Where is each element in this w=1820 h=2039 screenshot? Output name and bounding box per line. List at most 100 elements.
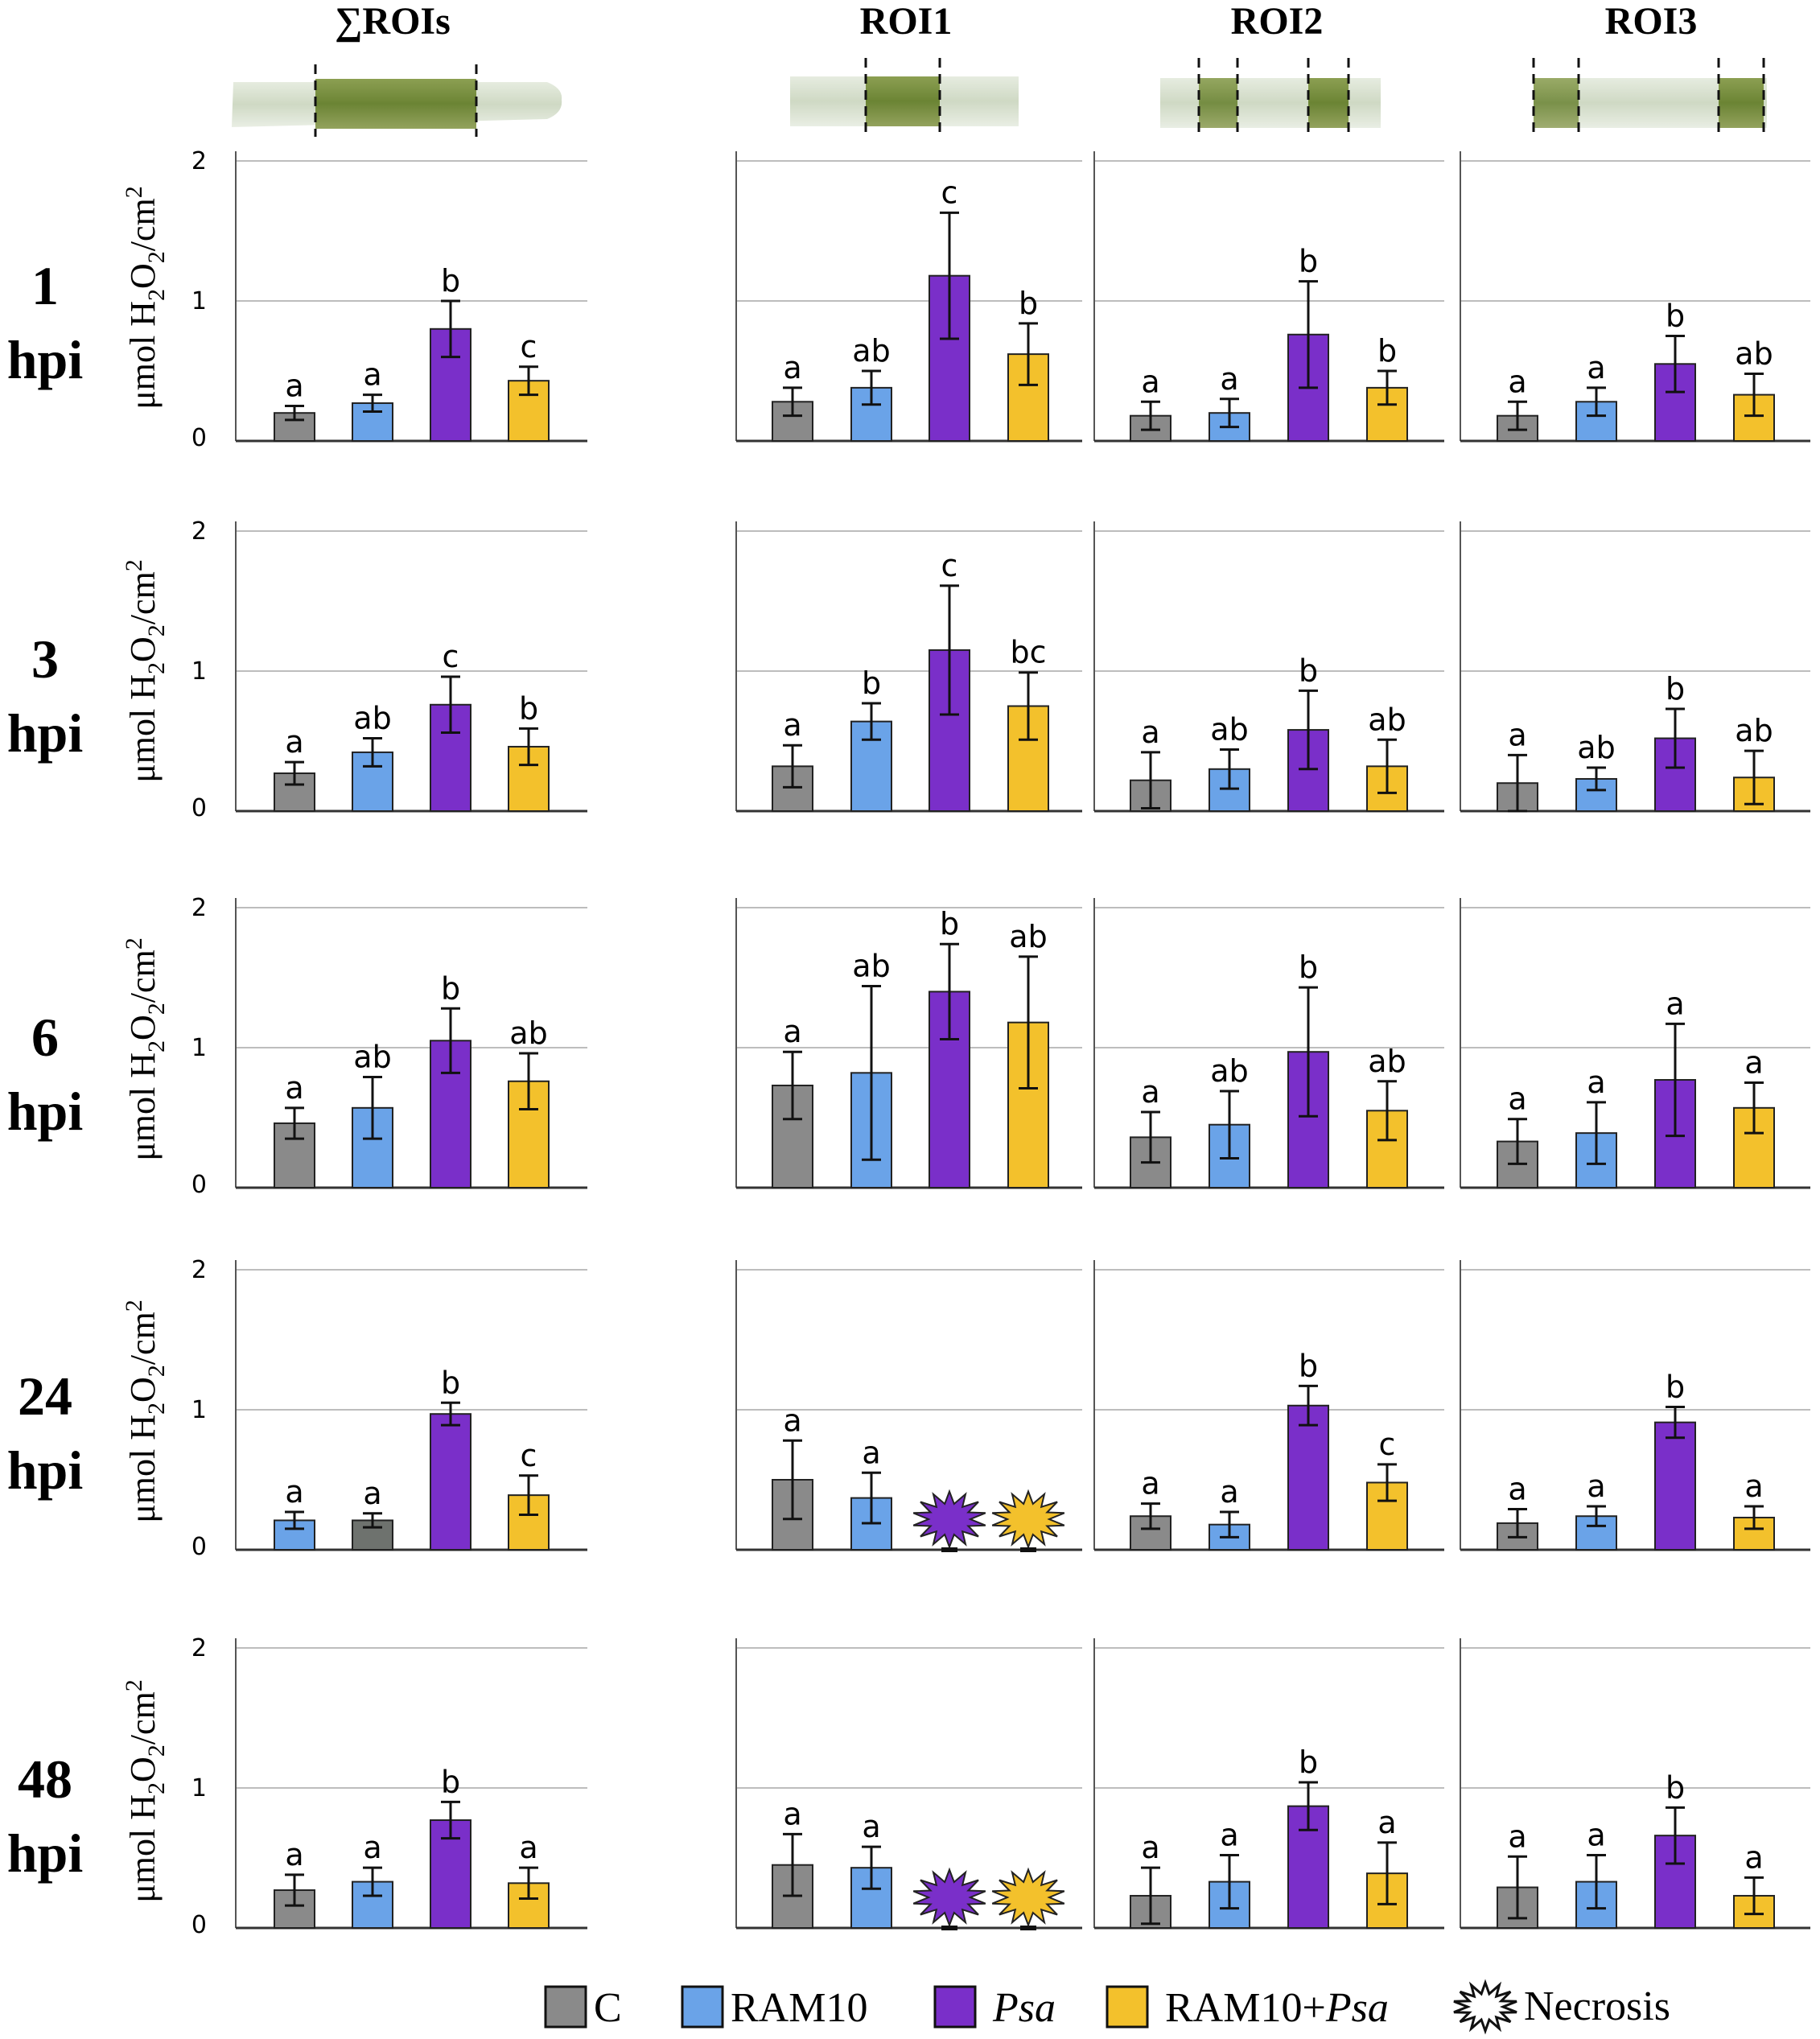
y-tick-label: 0	[191, 1171, 207, 1199]
bar-ram10-psa	[508, 1080, 550, 1189]
row-label-48hpi: 48 hpi	[7, 1749, 84, 1884]
column-header-sum-rois: ∑ROIs	[335, 0, 451, 43]
significance-letter: a	[285, 369, 303, 404]
y-tick-label: 0	[191, 1533, 207, 1561]
y-tick-label: 2	[191, 894, 207, 922]
significance-letter: a	[862, 1809, 880, 1844]
column-header-roi3: ROI3	[1605, 0, 1698, 43]
row-label-6hpi: 6 hpi	[7, 1007, 84, 1142]
bar-psa	[1287, 1404, 1329, 1551]
legend-swatch-psa	[933, 1985, 977, 2029]
significance-letter: a	[1508, 1081, 1526, 1117]
y-tick-label: 1	[191, 287, 207, 315]
row-time-48: 48	[18, 1749, 72, 1810]
significance-letter: a	[1587, 1468, 1605, 1504]
significance-letter: b	[940, 906, 959, 941]
significance-letter: ab	[1368, 1044, 1406, 1079]
significance-letter: a	[1220, 361, 1238, 397]
significance-letter: b	[441, 970, 460, 1006]
significance-letter: a	[1141, 1830, 1159, 1865]
panel-48hpi-roi2: a a b a	[1093, 1638, 1444, 1930]
necrosis-marker	[1020, 1547, 1036, 1552]
significance-letter: ab	[353, 701, 391, 736]
leaf-sum-rois-icon	[232, 64, 562, 137]
significance-letter: c	[521, 329, 537, 365]
significance-letter: b	[862, 665, 881, 701]
significance-letter: a	[1377, 1805, 1396, 1840]
y-axis-label-row4: μmol H2O2/cm2	[121, 1300, 170, 1523]
legend-item-c: C	[544, 1985, 622, 2031]
significance-letter: a	[1508, 1472, 1526, 1507]
significance-letter: a	[1744, 1839, 1763, 1875]
significance-letter: a	[783, 1403, 801, 1438]
significance-letter: a	[783, 1014, 801, 1049]
panel-1hpi-roi1: a ab c b	[735, 151, 1082, 443]
significance-letter: c	[941, 548, 958, 583]
significance-letter: a	[285, 1474, 303, 1510]
row-time-24: 24	[18, 1366, 72, 1427]
panel-3hpi-roi2: a ab b ab	[1093, 521, 1444, 813]
row-time-3: 3	[31, 628, 59, 690]
row-label-1hpi: 1 hpi	[7, 255, 84, 390]
significance-letter: a	[1587, 1065, 1605, 1100]
panel-24hpi-sum-rois: 0 1 2 a a b c	[191, 1256, 587, 1561]
significance-letter: a	[285, 1070, 303, 1106]
significance-letter: ab	[1210, 711, 1248, 747]
significance-letter: c	[521, 1438, 537, 1473]
significance-letter: b	[1377, 333, 1397, 369]
leaf-roi2-icon	[1160, 58, 1381, 137]
row-label-3hpi: 3 hpi	[7, 628, 84, 764]
necrosis-star-icon	[991, 1489, 1065, 1550]
y-tick-label: 1	[191, 1034, 207, 1062]
row-unit-3: hpi	[7, 702, 84, 764]
significance-letter: a	[363, 1476, 381, 1511]
significance-letter: ab	[1368, 702, 1406, 737]
significance-letter: b	[1299, 244, 1318, 279]
significance-letter: a	[1141, 1466, 1159, 1501]
significance-letter: b	[1299, 1744, 1318, 1780]
y-tick-label: 2	[191, 517, 207, 546]
legend-swatch-c	[544, 1985, 587, 2029]
significance-letter: ab	[353, 1040, 391, 1075]
significance-letter: a	[363, 1830, 381, 1865]
y-tick-label: 1	[191, 1396, 207, 1424]
y-axis-label-row3: μmol H2O2/cm2	[121, 937, 170, 1161]
significance-letter: c	[1379, 1427, 1396, 1462]
necrosis-star-icon	[1453, 1979, 1517, 2035]
legend-item-ram10: RAM10	[681, 1985, 867, 2031]
necrosis-star-icon	[912, 1489, 986, 1550]
significance-letter: ab	[1735, 713, 1773, 748]
significance-letter: b	[519, 690, 538, 726]
row-labels: 1 hpi 3 hpi 6 hpi 24 hpi 48 hpi	[7, 255, 84, 1884]
row-unit-1: hpi	[7, 329, 84, 390]
y-tick-label: 2	[191, 1634, 207, 1662]
significance-letter: a	[1666, 986, 1684, 1021]
row-unit-24: hpi	[7, 1440, 84, 1501]
significance-letter: a	[363, 357, 381, 393]
panel-3hpi-sum-rois: 0 1 2 a ab c b	[191, 517, 587, 822]
panel-1hpi-roi2: a a b b	[1093, 151, 1444, 443]
necrosis-marker	[1020, 1926, 1036, 1930]
row-unit-6: hpi	[7, 1081, 84, 1142]
leaf-roi3-icon	[1532, 58, 1767, 137]
significance-letter: a	[1587, 350, 1605, 385]
necrosis-marker	[941, 1926, 957, 1930]
significance-letter: b	[1666, 299, 1685, 334]
necrosis-star-shape	[1453, 1979, 1517, 2035]
significance-letter: a	[783, 350, 801, 385]
significance-letter: a	[1508, 717, 1526, 752]
column-headers: ∑ROIs ROI1 ROI2 ROI3	[335, 0, 1697, 43]
significance-letter: b	[441, 1365, 460, 1400]
legend-item-psa: Psa	[933, 1985, 1056, 2031]
significance-letter: a	[1744, 1468, 1763, 1504]
significance-letter: a	[1508, 364, 1526, 399]
y-axis-label-row5: μmol H2O2/cm2	[121, 1679, 170, 1903]
significance-letter: c	[941, 175, 958, 210]
panel-6hpi-roi3: a a a a	[1460, 898, 1810, 1189]
panel-6hpi-sum-rois: 0 1 2 a ab b ab	[191, 894, 587, 1199]
significance-letter: a	[1220, 1818, 1238, 1853]
significance-letter: a	[862, 1435, 880, 1470]
